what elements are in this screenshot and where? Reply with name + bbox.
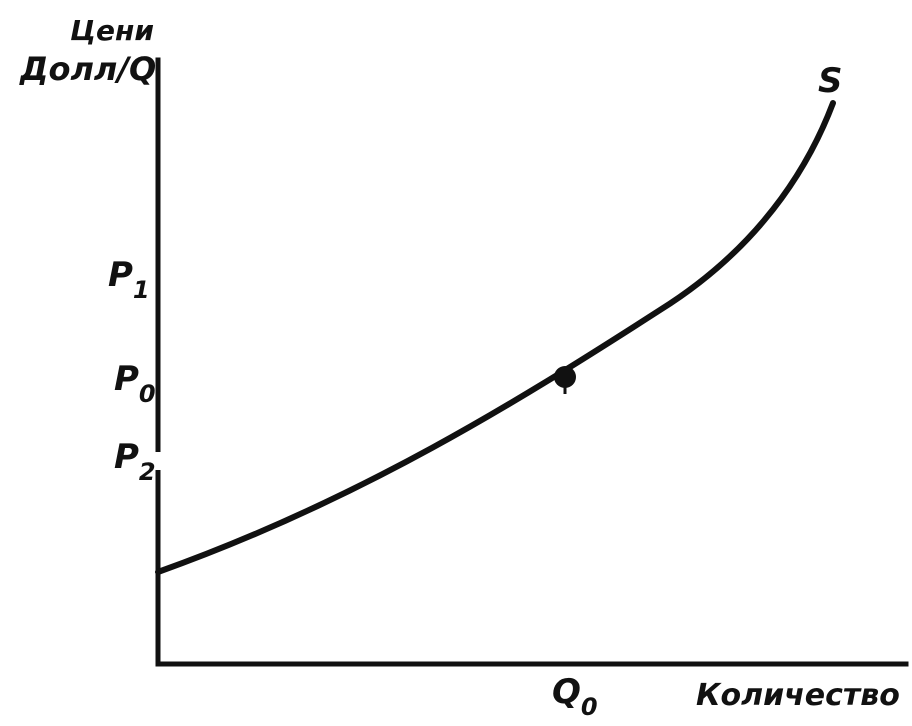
quantity-label-q0-sub: 0: [581, 693, 598, 721]
curve-label-s: S: [818, 61, 843, 101]
quantity-label-q0: Q0: [552, 672, 598, 721]
price-label-p2: P2: [114, 437, 156, 486]
y-axis-title-line1: Цени: [70, 14, 154, 47]
y-axis-gap: [152, 452, 164, 470]
y-axis-title-line2: Долл/Q: [19, 50, 156, 88]
price-label-p0-sub: 0: [139, 380, 156, 408]
price-label-p2-sub: 2: [139, 458, 156, 486]
price-label-p1-sub: 1: [133, 276, 150, 304]
supply-curve-s: [155, 100, 836, 575]
price-label-p1: P1: [108, 255, 150, 304]
price-label-p0: P0: [114, 359, 156, 408]
x-axis-title: Количество: [696, 678, 900, 713]
